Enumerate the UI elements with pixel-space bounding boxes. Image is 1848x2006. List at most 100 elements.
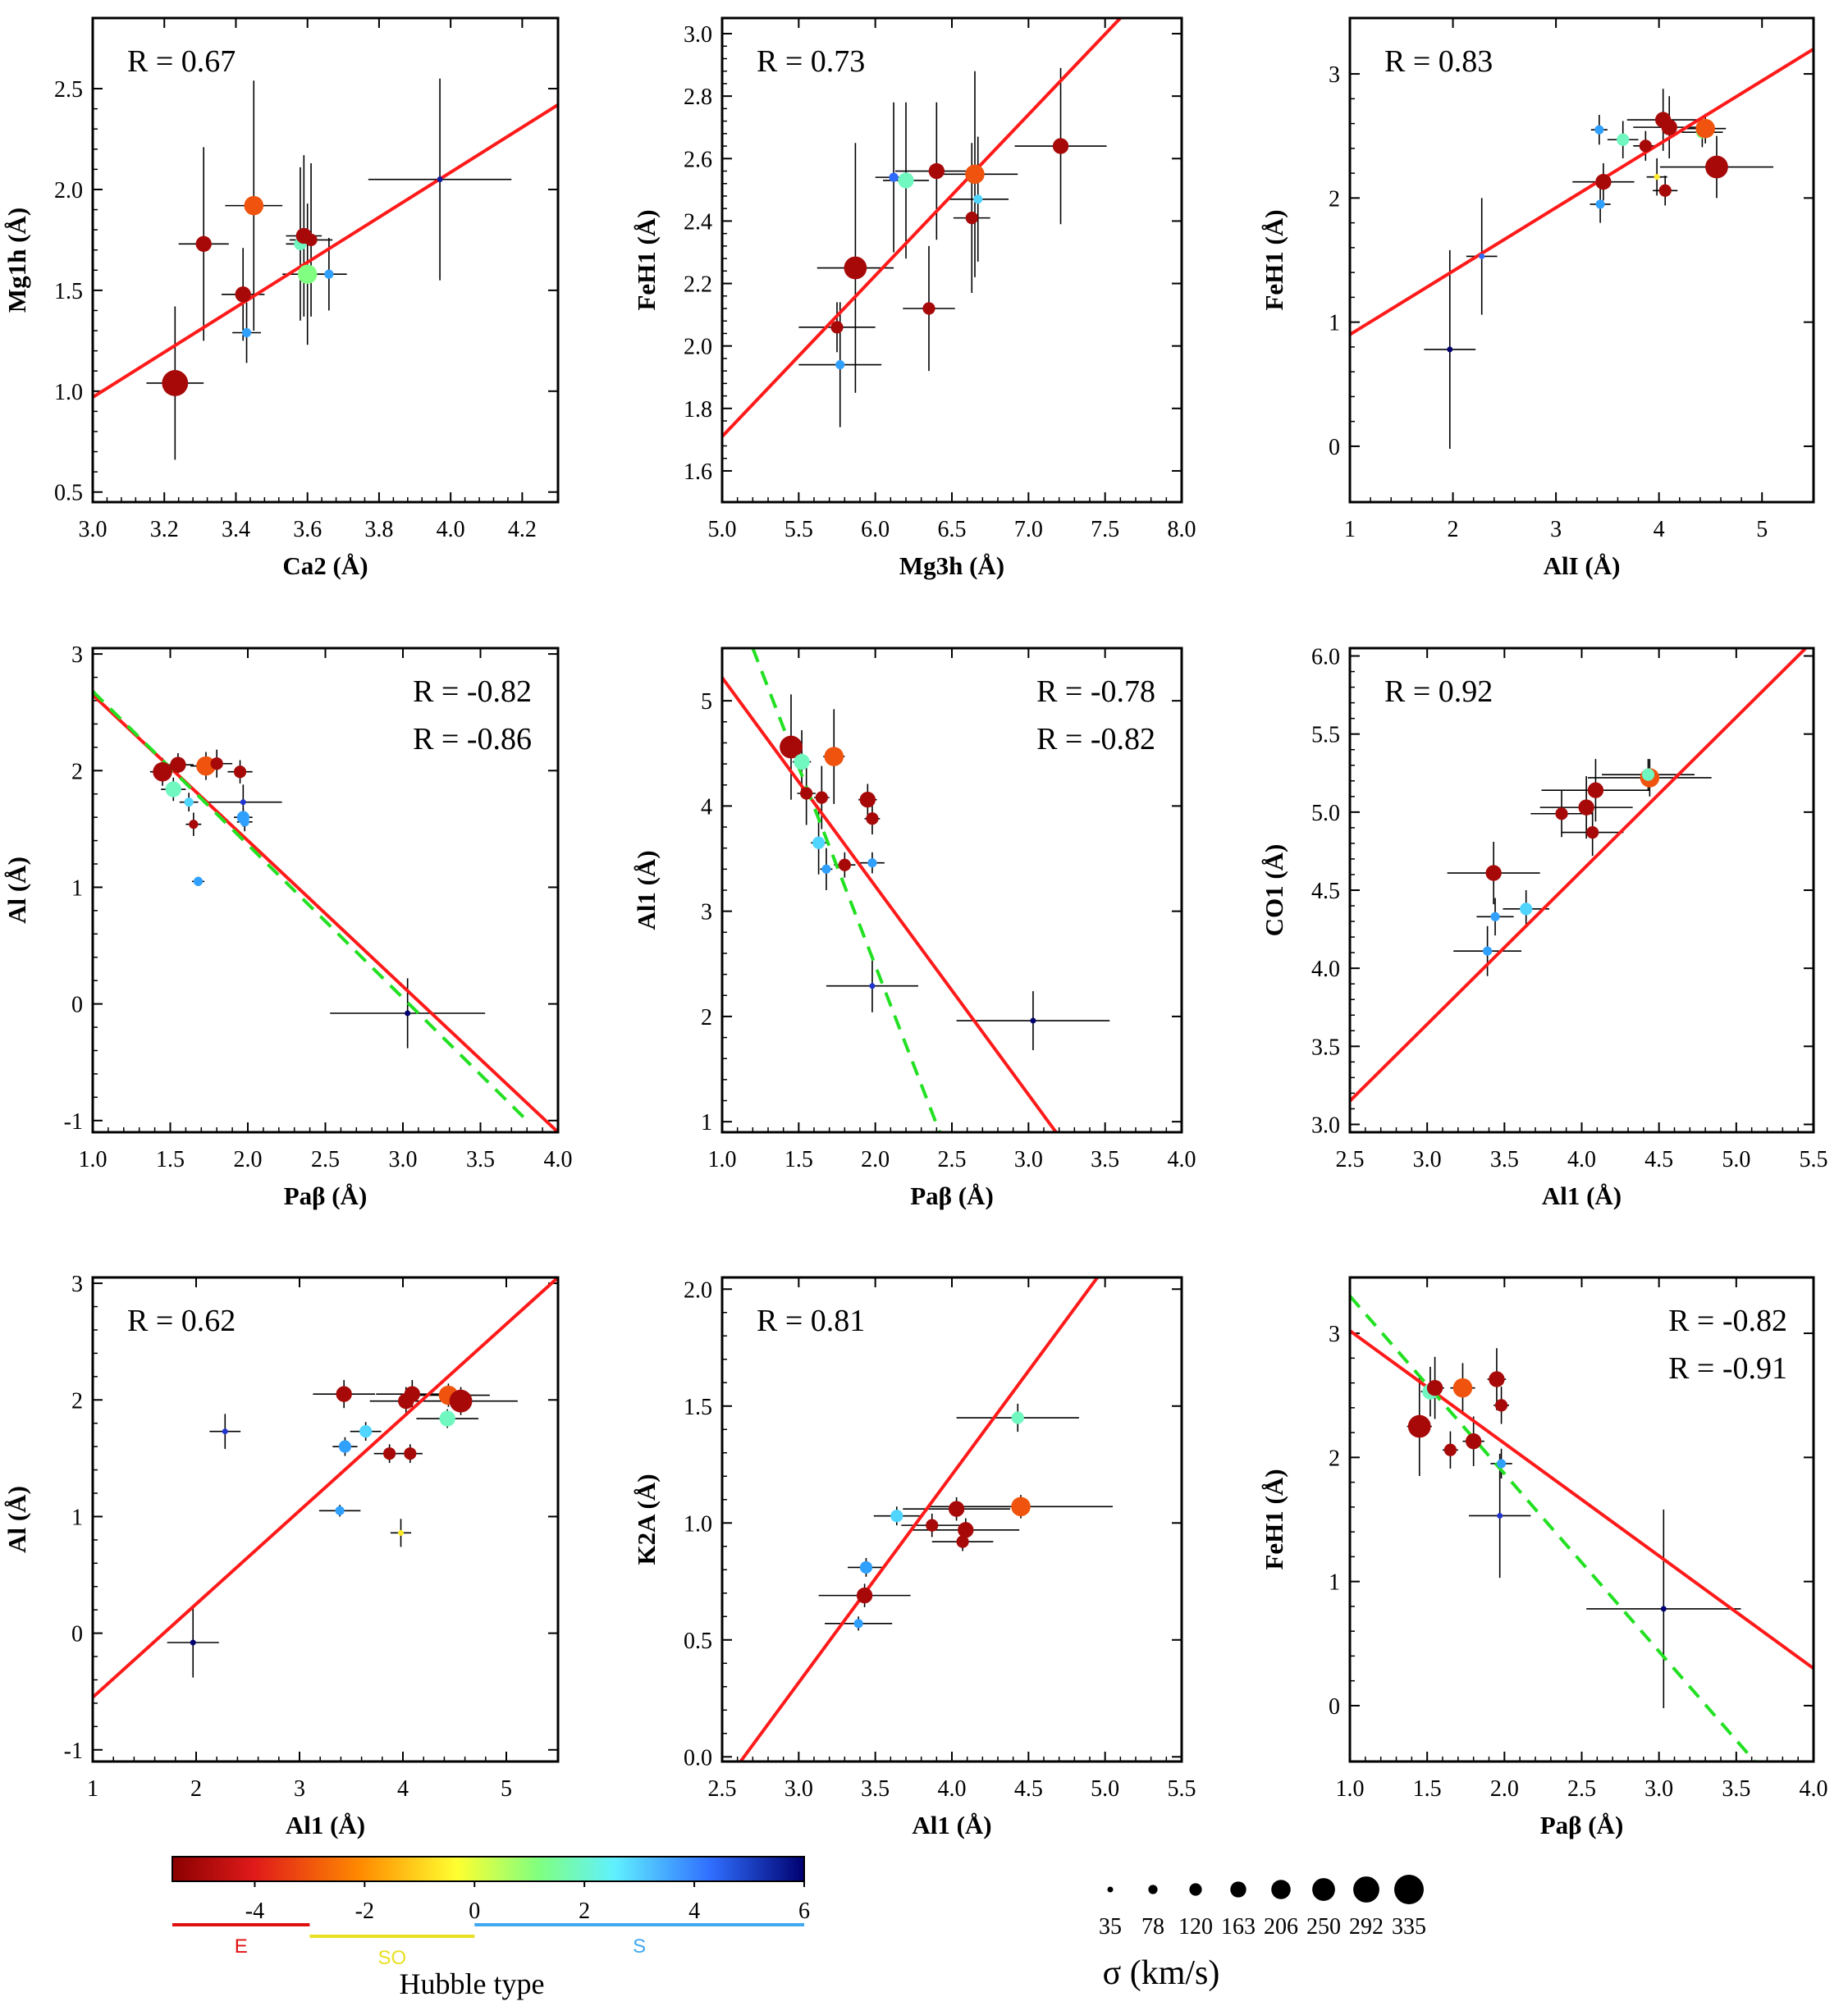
data-point [856,1587,873,1604]
data-point [162,370,189,396]
data-point [304,233,318,247]
y-tick-label: 3 [1329,62,1340,88]
data-point [240,799,246,806]
data-point [336,1386,352,1402]
colorbar-title: Hubble type [400,1967,545,2000]
hubble-segment-label: S [633,1935,646,1958]
data-point [965,212,978,225]
x-tick-label: 3.5 [466,1147,495,1172]
y-tick-label: 0 [71,993,83,1018]
plot-area [93,690,558,1132]
y-tick-label: 0.0 [684,1745,712,1771]
data-point [821,864,831,874]
scatter-panel-7: 1 2 3 4 5 -1 0 1 2 3 Al1 (Å) Al (Å) R = 0.62 [2,1272,560,1839]
data-point [1654,174,1660,180]
data-point [196,756,216,776]
data-point [338,1440,352,1453]
data-point [210,757,223,770]
y-tick-label: 2.5 [54,77,83,103]
plot-area [739,1277,1113,1762]
y-tick-label: 1.0 [684,1511,712,1537]
data-point [1578,799,1594,816]
sigma-size-marker [1394,1875,1424,1904]
scatter-panel-1: 3.0 3.2 3.4 3.6 3.8 4.0 4.2 0.5 1.0 1.5 2.0 2.5 Ca2 … [2,16,560,580]
correlation-label: R = 0.67 [127,44,236,79]
data-point [190,1639,196,1646]
y-tick-label: 2 [1329,1446,1340,1471]
data-point [404,1386,421,1402]
data-point [1452,1378,1473,1398]
y-tick-label: 3 [701,900,712,925]
y-tick-label: 1.5 [684,1395,712,1420]
x-tick-label: 3.5 [1490,1147,1519,1172]
sigma-legend-items: 35 78 120 163 206 250 292 335 [1099,1875,1426,1940]
x-tick-label: 1.0 [1336,1776,1365,1802]
data-point [240,817,249,827]
plot-area [93,1277,558,1699]
plot-area [722,18,1122,438]
sigma-legend-title: σ (km/s) [1103,1954,1220,1992]
x-tick-label: 1.0 [79,1147,107,1172]
sigma-size-marker [1230,1881,1246,1898]
y-axis-label: CO1 (Å) [1260,844,1288,937]
y-tick-label: 1 [71,875,83,901]
x-tick-label: 5.0 [708,517,737,542]
data-point [1639,139,1652,153]
x-tick-label: 4.0 [1800,1776,1828,1802]
x-tick-label: 5.0 [1722,1147,1750,1172]
data-point [965,164,985,185]
colorbar-tick-label: 6 [798,1899,810,1924]
x-tick-label: 1.5 [156,1147,185,1172]
data-point [859,792,876,808]
y-axis-label: Al1 (Å) [632,850,661,930]
x-tick-label: 5.5 [1800,1147,1828,1172]
x-axis-label: Paβ (Å) [284,1181,368,1210]
data-point [1520,902,1533,916]
data-point [1660,1606,1667,1612]
plot-area [1350,648,1807,1103]
data-point [824,747,844,766]
x-tick-label: 2.0 [234,1147,263,1172]
scatter-panel-6: 2.5 3.0 3.5 4.0 4.5 5.0 5.5 3.0 3.5 4.0 4.5 5.0 5.5 6… [1260,645,1828,1210]
x-tick-label: 4.0 [1567,1147,1596,1172]
y-axis-label: K2A (Å) [632,1474,661,1565]
data-point [1052,138,1069,154]
data-point [1494,1399,1508,1412]
sigma-size-marker [1271,1880,1291,1899]
plot-frame [91,16,560,504]
data-point [1497,1512,1503,1519]
y-tick-label: 2.0 [684,1277,712,1303]
data-point [898,172,914,189]
data-point [1595,199,1605,209]
correlation-label: R = -0.86 [413,722,532,756]
plot-area [93,78,558,460]
x-tick-label: 2.5 [708,1776,737,1802]
sigma-size-label: 292 [1349,1914,1384,1940]
x-tick-label: 7.0 [1014,517,1043,542]
data-point [195,235,212,253]
plot-area [1350,48,1814,449]
y-axis-label: Al (Å) [2,1486,31,1553]
data-point [241,327,252,338]
x-tick-label: 3.0 [1644,1776,1673,1802]
correlation-label: R = 0.73 [757,44,865,79]
correlation-label: R = 0.81 [757,1304,865,1338]
y-tick-label: 4.5 [1311,879,1340,904]
x-tick-label: 3.0 [784,1776,813,1802]
y-axis-label: Al (Å) [2,857,31,924]
data-point [297,264,318,284]
data-point [1011,1497,1031,1517]
data-point [835,359,845,370]
y-tick-label: 4.0 [1311,957,1340,982]
x-tick-label: 3.5 [861,1776,890,1802]
data-point [889,172,899,182]
red-fit-line [93,103,558,399]
plot-frame [91,647,560,1134]
x-tick-label: 3.5 [1722,1776,1750,1802]
sigma-size-marker [1312,1878,1335,1901]
x-tick-label: 1.5 [1413,1776,1442,1802]
data-point [1658,184,1672,197]
x-tick-label: 4.5 [1014,1776,1043,1802]
y-tick-label: 1.5 [54,279,83,304]
x-tick-label: 2.0 [1490,1776,1519,1802]
